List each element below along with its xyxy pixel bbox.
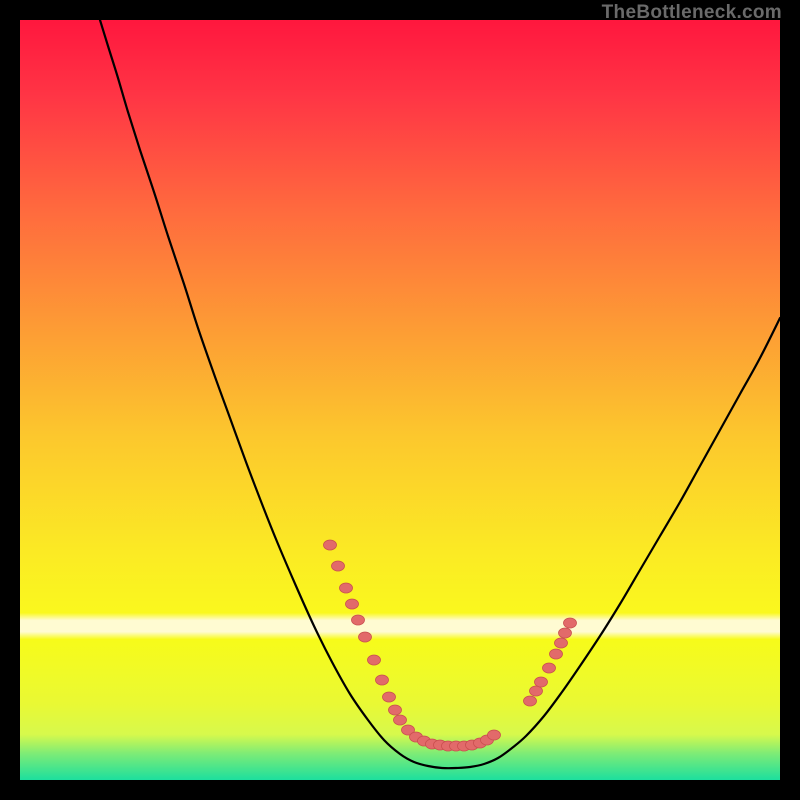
plot-area [20, 20, 780, 780]
watermark-label: TheBottleneck.com [602, 2, 782, 24]
figure-root: TheBottleneck.com [0, 0, 800, 800]
